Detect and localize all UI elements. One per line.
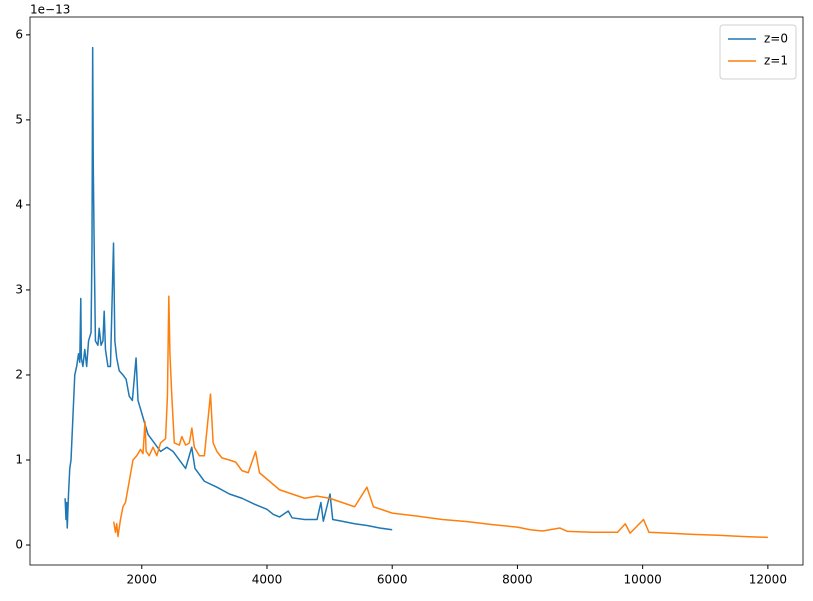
legend-label: z=0 [764,32,788,46]
y-tick-label: 4 [15,197,23,211]
legend-label: z=1 [764,54,788,68]
x-tick-label: 4000 [252,573,283,587]
x-tick-label: 10000 [624,573,662,587]
offset-text: 1e−13 [30,3,70,17]
y-tick-label: 5 [15,112,23,126]
series-line [112,295,768,539]
y-tick-label: 6 [15,27,23,41]
x-tick-label: 6000 [377,573,408,587]
y-tick-label: 1 [15,452,23,466]
x-tick-label: 12000 [749,573,787,587]
x-tick-label: 8000 [502,573,533,587]
x-tick-label: 2000 [126,573,157,587]
series-line [64,46,393,531]
y-tick-label: 2 [15,367,23,381]
y-tick-label: 3 [15,282,23,296]
axes-frame [29,16,804,566]
y-tick-label: 0 [15,538,23,552]
